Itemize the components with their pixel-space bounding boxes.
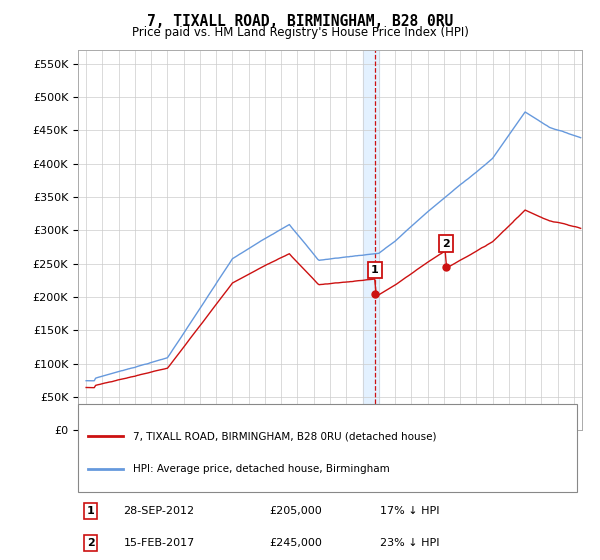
Text: £245,000: £245,000 [269,538,322,548]
Text: Price paid vs. HM Land Registry's House Price Index (HPI): Price paid vs. HM Land Registry's House … [131,26,469,39]
Text: 1: 1 [371,265,379,276]
Bar [362,50,379,430]
Text: HPI: Average price, detached house, Birmingham: HPI: Average price, detached house, Birm… [133,464,390,474]
Text: 23% ↓ HPI: 23% ↓ HPI [380,538,440,548]
Text: £205,000: £205,000 [269,506,322,516]
FancyBboxPatch shape [78,404,577,492]
Text: 7, TIXALL ROAD, BIRMINGHAM, B28 0RU: 7, TIXALL ROAD, BIRMINGHAM, B28 0RU [147,14,453,29]
Text: 1: 1 [87,506,94,516]
Text: 17% ↓ HPI: 17% ↓ HPI [380,506,440,516]
Text: 2: 2 [87,538,94,548]
Text: 28-SEP-2012: 28-SEP-2012 [124,506,194,516]
Text: 15-FEB-2017: 15-FEB-2017 [124,538,194,548]
Text: 2: 2 [442,239,449,249]
Text: 7, TIXALL ROAD, BIRMINGHAM, B28 0RU (detached house): 7, TIXALL ROAD, BIRMINGHAM, B28 0RU (det… [133,431,437,441]
